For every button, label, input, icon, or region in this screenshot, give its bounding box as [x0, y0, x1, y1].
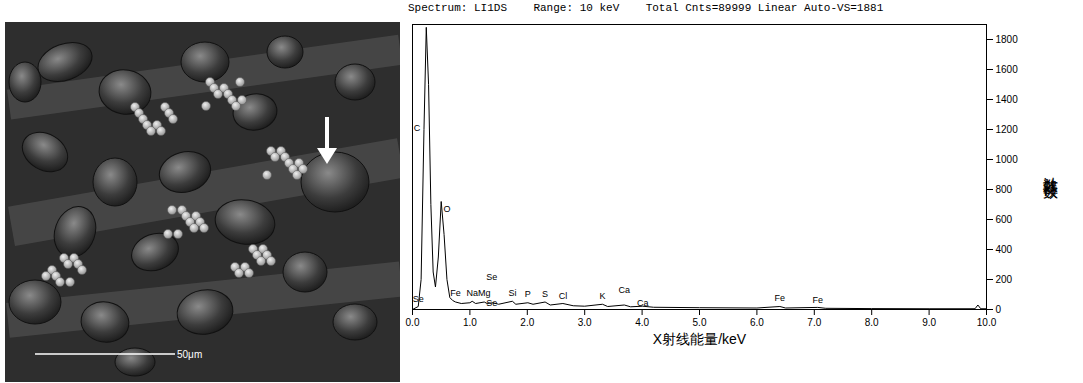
svg-text:Fe: Fe [775, 293, 786, 303]
svg-text:X射线能量/keV: X射线能量/keV [653, 331, 747, 347]
svg-text:400: 400 [996, 244, 1013, 255]
svg-text:Na: Na [466, 288, 478, 298]
svg-text:7.0: 7.0 [807, 317, 821, 328]
svg-text:8.0: 8.0 [865, 317, 879, 328]
svg-text:Ca: Ca [637, 298, 649, 308]
svg-text:Ca: Ca [619, 285, 631, 295]
svg-text:1800: 1800 [996, 34, 1019, 45]
svg-text:Se: Se [413, 294, 424, 304]
svg-text:1000: 1000 [996, 154, 1019, 165]
svg-text:4.0: 4.0 [635, 317, 649, 328]
svg-text:Fe: Fe [450, 288, 461, 298]
svg-text:Mg: Mg [478, 288, 491, 298]
svg-text:1.0: 1.0 [463, 317, 477, 328]
html-text:计数器读数: 计数器读数 [1041, 165, 1060, 175]
svg-text:C: C [414, 123, 421, 133]
svg-text:50μm: 50μm [177, 349, 202, 360]
svg-text:1400: 1400 [996, 94, 1019, 105]
svg-text:S: S [542, 289, 548, 299]
svg-text:6.0: 6.0 [750, 317, 764, 328]
svg-text:O: O [443, 204, 450, 214]
svg-text:10.0: 10.0 [977, 317, 997, 328]
svg-text:2.0: 2.0 [520, 317, 534, 328]
svg-text:Cl: Cl [559, 291, 568, 301]
svg-text:P: P [525, 289, 531, 299]
svg-text:0.0: 0.0 [406, 317, 420, 328]
svg-text:0: 0 [996, 304, 1002, 315]
svg-text:Si: Si [508, 288, 516, 298]
svg-text:Se: Se [486, 272, 497, 282]
svg-text:3.0: 3.0 [578, 317, 592, 328]
svg-text:800: 800 [996, 184, 1013, 195]
svg-text:600: 600 [996, 214, 1013, 225]
svg-text:1600: 1600 [996, 64, 1019, 75]
svg-text:200: 200 [996, 274, 1013, 285]
svg-text:5.0: 5.0 [693, 317, 707, 328]
svg-text:K: K [599, 291, 605, 301]
svg-text:9.0: 9.0 [922, 317, 936, 328]
html-text:Spectrum: LI1DS Range: 10 keV: Spectrum: LI1DS Range: 10 keV Total Cnts… [408, 2, 884, 14]
svg-text:Fe: Fe [812, 295, 823, 305]
svg-text:Se: Se [486, 298, 497, 308]
svg-text:1200: 1200 [996, 124, 1019, 135]
